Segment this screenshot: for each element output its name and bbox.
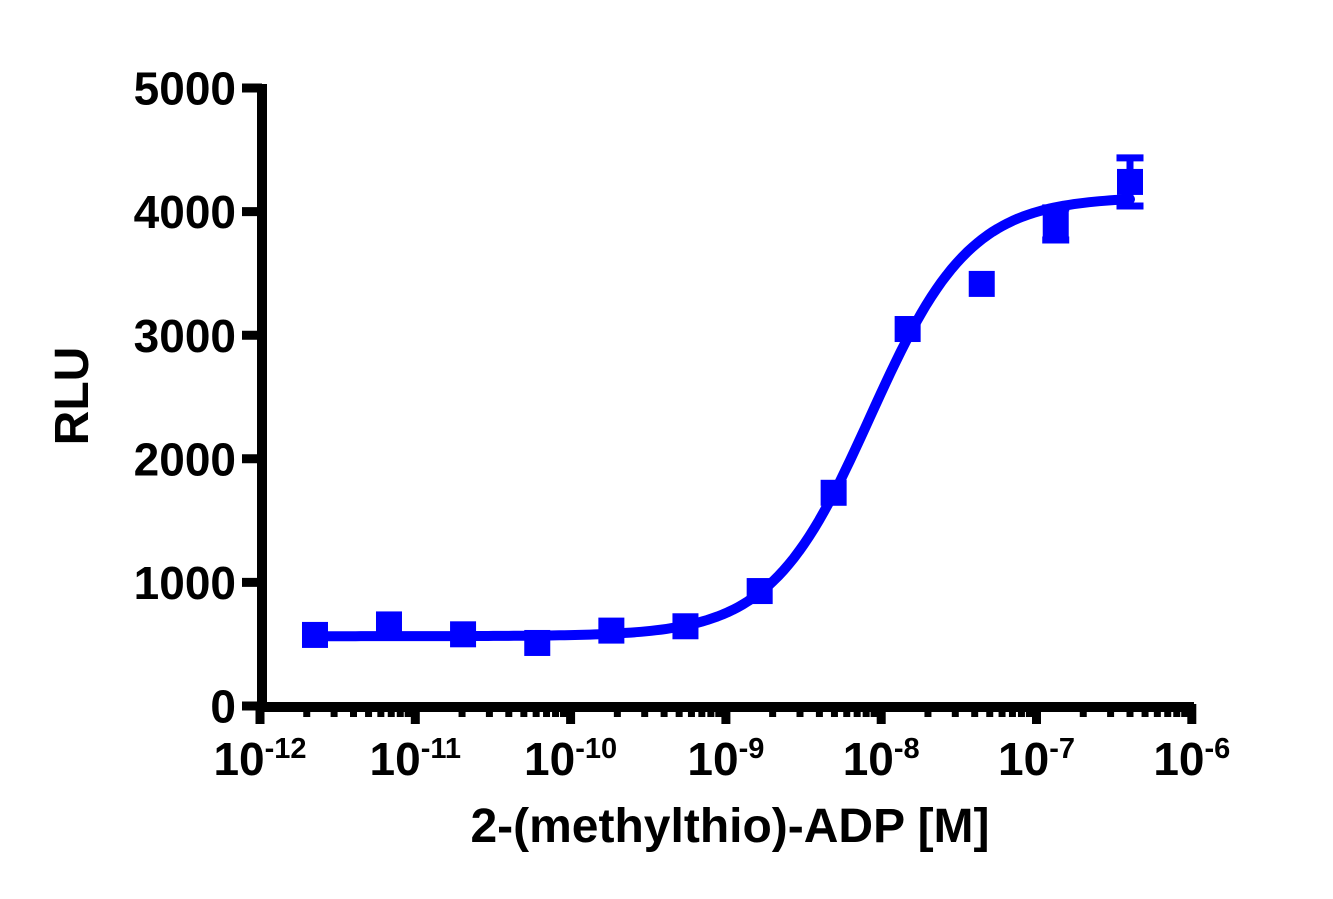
data-point-marker [746, 578, 773, 605]
x-tick-label: 10-10 [524, 733, 617, 785]
x-tick-label: 10-11 [370, 733, 462, 785]
x-tick-exponent: -11 [421, 733, 461, 765]
data-point-marker [894, 316, 921, 343]
data-point-marker [598, 617, 625, 644]
x-tick-label: 10-12 [213, 733, 306, 785]
axes: 0 1000 2000 3000 4000 5000 10-12 10-11 10-10 10-9… [134, 63, 1231, 785]
x-tick-label: 10-6 [1153, 733, 1230, 785]
data-point-marker [450, 621, 477, 648]
data-point-marker [1116, 168, 1143, 195]
x-tick-exponent: -10 [575, 733, 617, 765]
data-point-marker [672, 613, 699, 640]
data-point-marker [375, 611, 402, 638]
x-tick-exponent: -7 [1049, 733, 1075, 765]
y-tick-label: 3000 [134, 310, 236, 362]
y-tick-label: 0 [210, 681, 236, 733]
x-tick-label: 10-8 [843, 733, 920, 785]
x-tick-exponent: -6 [1204, 733, 1230, 765]
x-tick-exponent: -9 [739, 733, 765, 765]
x-tick-label: 10-9 [687, 733, 764, 785]
x-tick-label: 10-7 [998, 733, 1075, 785]
data-point-marker [820, 479, 847, 506]
data-point-marker [301, 621, 328, 648]
y-tick-label: 5000 [134, 63, 236, 115]
y-axis-title: RLU [46, 347, 99, 446]
fit-curve [310, 194, 1135, 642]
data-point-marker [968, 270, 995, 297]
x-axis-title: 2-(methylthio)-ADP [M] [470, 800, 989, 853]
y-tick-label: 2000 [134, 433, 236, 485]
data-series [301, 154, 1144, 656]
x-tick-exponent: -12 [265, 733, 307, 765]
data-point-marker [1042, 210, 1069, 237]
y-tick-label: 1000 [134, 557, 236, 609]
x-tick-exponent: -8 [894, 733, 920, 765]
data-point-marker [524, 629, 551, 656]
y-tick-label: 4000 [134, 186, 236, 238]
